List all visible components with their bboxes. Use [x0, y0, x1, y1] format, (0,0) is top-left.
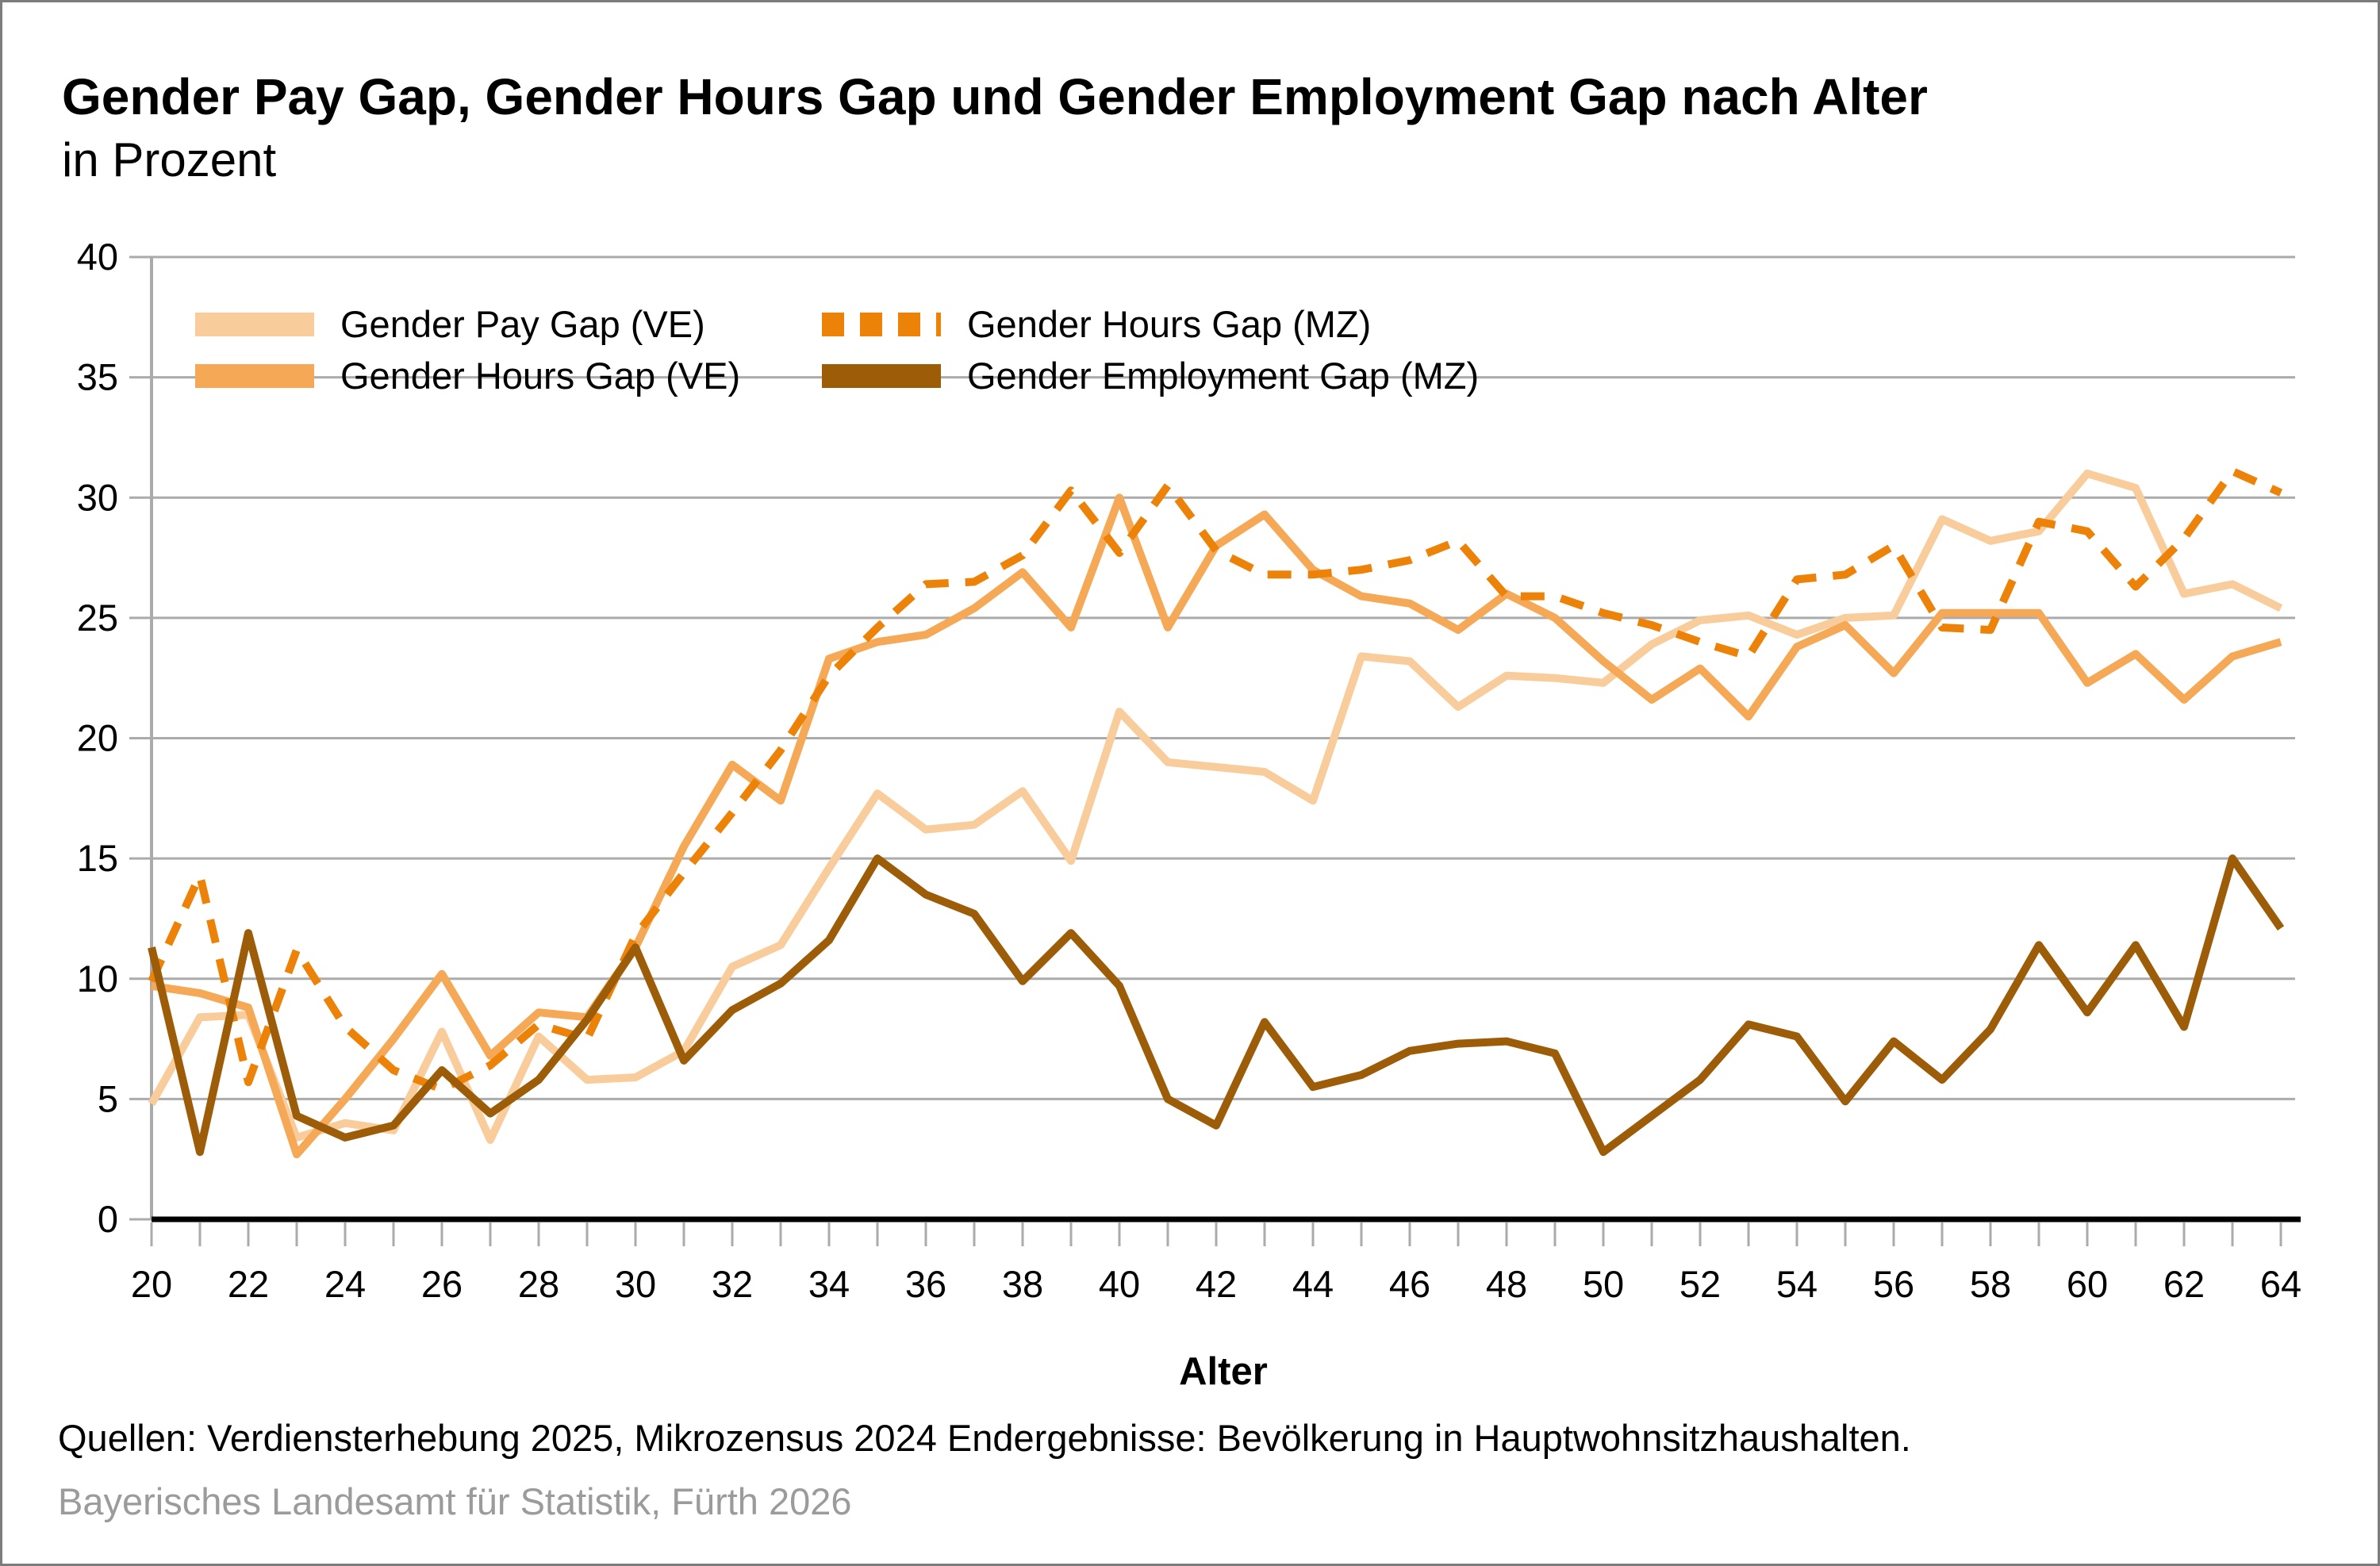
y-tick-label: 35 [77, 356, 118, 398]
legend-item: Gender Employment Gap (MZ) [822, 355, 1479, 397]
x-tick-label: 28 [518, 1263, 559, 1305]
x-tick-label: 48 [1486, 1263, 1527, 1305]
x-tick-label: 22 [228, 1263, 269, 1305]
x-tick-label: 30 [615, 1263, 656, 1305]
series-line-gender-pay-gap-ve- [148, 469, 2283, 1144]
legend-item: Gender Pay Gap (VE) [195, 303, 705, 345]
x-tick-label: 60 [2067, 1263, 2108, 1305]
x-axis-title: Alter [1179, 1350, 1268, 1393]
x-tick-label: 54 [1776, 1263, 1818, 1305]
legend-label: Gender Employment Gap (MZ) [967, 355, 1479, 397]
x-tick-label: 64 [2260, 1263, 2301, 1305]
y-tick-label: 20 [77, 717, 118, 759]
y-tick-label: 30 [77, 476, 118, 518]
x-tick-label: 40 [1099, 1263, 1140, 1305]
y-tick-label: 15 [77, 837, 118, 879]
x-tick-label: 20 [131, 1263, 172, 1305]
legend-label: Gender Pay Gap (VE) [340, 303, 705, 345]
x-tick-label: 36 [905, 1263, 946, 1305]
y-tick-label: 10 [77, 958, 118, 1000]
x-tick-label: 38 [1002, 1263, 1043, 1305]
series-line-gender-hours-gap-mz- [148, 466, 2283, 1094]
x-tick-label: 34 [808, 1263, 850, 1305]
x-tick-label: 56 [1873, 1263, 1914, 1305]
x-tick-label: 50 [1583, 1263, 1624, 1305]
legend-label: Gender Hours Gap (MZ) [967, 303, 1371, 345]
source-note: Quellen: Verdiensterhebung 2025, Mikroze… [58, 1417, 1911, 1459]
legend-item: Gender Hours Gap (VE) [195, 355, 740, 397]
x-tick-label: 52 [1679, 1263, 1721, 1305]
y-tick-label: 5 [98, 1077, 118, 1119]
series-line-gender-employment-gap-mz- [148, 854, 2285, 1157]
x-tick-label: 24 [324, 1263, 366, 1305]
y-tick-label: 25 [77, 597, 118, 639]
publisher-note: Bayerisches Landesamt für Statistik, Für… [58, 1480, 852, 1522]
x-tick-label: 42 [1196, 1263, 1237, 1305]
x-tick-label: 62 [2163, 1263, 2205, 1305]
x-tick-label: 26 [421, 1263, 463, 1305]
x-tick-label: 46 [1389, 1263, 1430, 1305]
legend-item: Gender Hours Gap (MZ) [822, 303, 1371, 345]
chart-title: Gender Pay Gap, Gender Hours Gap und Gen… [62, 68, 1928, 125]
x-tick-label: 58 [1970, 1263, 2011, 1305]
x-tick-label: 44 [1292, 1263, 1334, 1305]
x-tick-label: 32 [712, 1263, 753, 1305]
chart-subtitle: in Prozent [62, 133, 277, 186]
y-tick-label: 0 [98, 1198, 118, 1240]
y-tick-label: 40 [77, 236, 118, 278]
legend-label: Gender Hours Gap (VE) [340, 355, 740, 397]
